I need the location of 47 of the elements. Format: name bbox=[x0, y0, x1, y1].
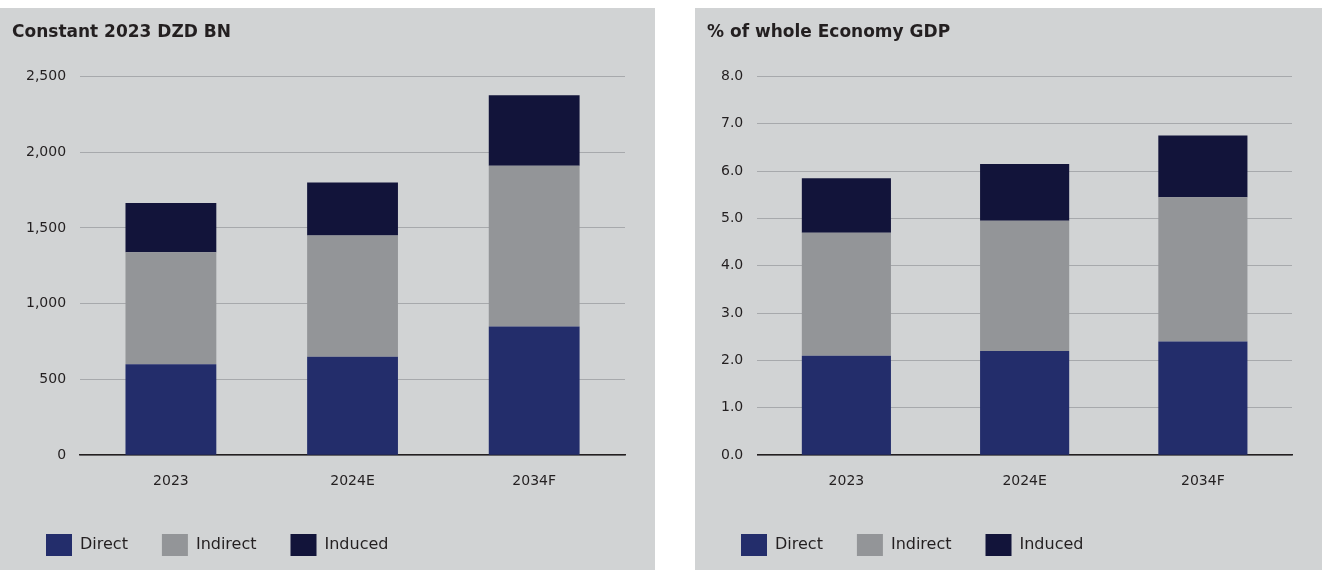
y-tick-label: 1,500 bbox=[25, 218, 67, 235]
legend-label: Indirect bbox=[890, 534, 952, 554]
legend-label: Direct bbox=[775, 534, 823, 554]
x-tick-label: 2024E bbox=[330, 472, 375, 489]
x-tick-label: 2034F bbox=[1181, 472, 1225, 489]
bar bbox=[307, 182, 398, 236]
bar bbox=[1158, 135, 1248, 198]
y-tick-label: 0 bbox=[57, 445, 67, 462]
y-tick-label: 2,500 bbox=[25, 67, 67, 84]
chart-title: % of whole Economy GDP bbox=[707, 20, 951, 41]
chart-title: Constant 2023 DZD BN bbox=[12, 20, 232, 41]
bar bbox=[980, 220, 1070, 352]
y-tick-label: 3.0 bbox=[721, 303, 744, 320]
y-tick-label: 4.0 bbox=[721, 256, 744, 273]
bar bbox=[801, 232, 891, 356]
bar bbox=[1158, 197, 1248, 342]
y-tick-label: 6.0 bbox=[721, 161, 744, 178]
bar bbox=[307, 235, 398, 357]
y-tick-label: 1.0 bbox=[721, 398, 744, 415]
bar bbox=[488, 165, 580, 327]
x-tick-label: 2034F bbox=[512, 472, 557, 489]
bar bbox=[801, 178, 891, 233]
legend-label: Indirect bbox=[195, 534, 257, 554]
y-tick-label: 0.0 bbox=[721, 445, 744, 462]
legend-label: Direct bbox=[80, 534, 128, 554]
y-tick-label: 7.0 bbox=[721, 114, 744, 131]
x-tick-label: 2024E bbox=[1002, 472, 1047, 489]
bar bbox=[980, 164, 1070, 221]
y-tick-label: 8.0 bbox=[721, 67, 744, 84]
bar bbox=[980, 351, 1070, 455]
bar bbox=[125, 252, 217, 365]
bar bbox=[1158, 341, 1248, 455]
legend-label: Induced bbox=[324, 534, 389, 554]
bar bbox=[488, 326, 580, 455]
legend-label: Induced bbox=[1019, 534, 1084, 554]
bar bbox=[125, 202, 217, 253]
bar bbox=[125, 364, 217, 455]
bar bbox=[801, 355, 891, 455]
bar bbox=[307, 356, 398, 455]
x-tick-label: 2023 bbox=[828, 472, 865, 489]
y-tick-label: 2.0 bbox=[721, 351, 744, 368]
y-tick-label: 500 bbox=[39, 370, 67, 387]
y-tick-label: 2,000 bbox=[25, 142, 67, 159]
y-tick-label: 1,000 bbox=[25, 294, 67, 311]
x-tick-label: 2023 bbox=[153, 472, 189, 489]
y-tick-label: 5.0 bbox=[721, 209, 744, 226]
bar bbox=[488, 95, 580, 166]
